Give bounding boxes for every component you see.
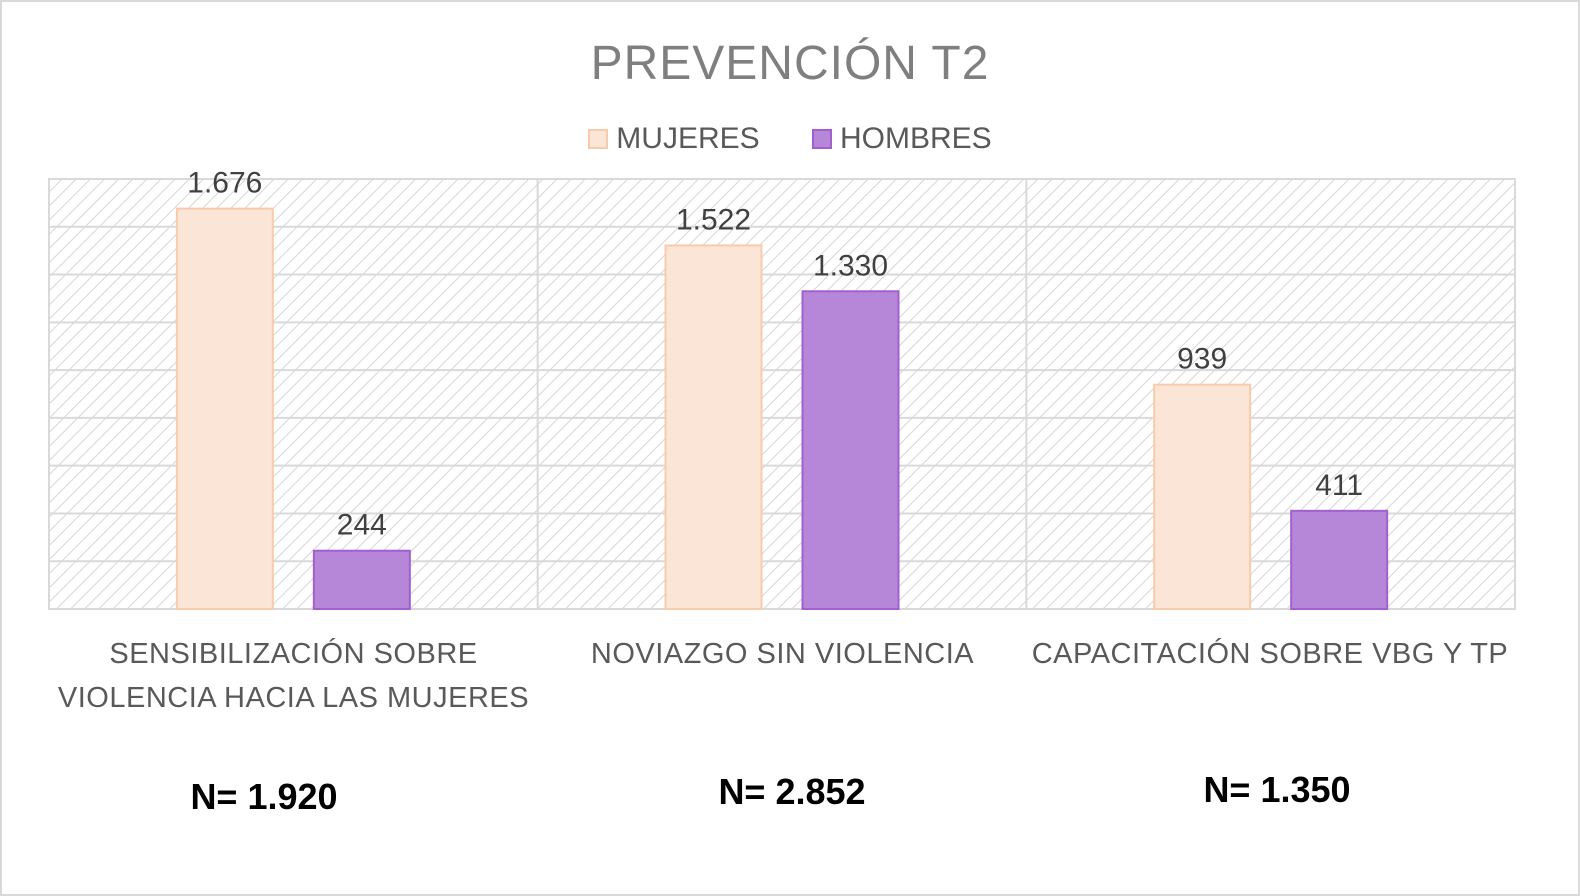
legend-label-hombres: HOMBRES [840, 122, 992, 155]
category-label-line: SENSIBILIZACIÓN SOBRE [109, 638, 478, 670]
total-label-noviazgo: N= 2.852 [718, 771, 866, 812]
category-label-noviazgo: NOVIAZGO SIN VIOLENCIA [538, 632, 1027, 676]
data-label-mujeres-1: 1.522 [676, 203, 751, 236]
category-label-capacitacion: CAPACITACIÓN SOBRE VBG Y TP [1025, 632, 1515, 676]
category-label-sensibilizacion: SENSIBILIZACIÓN SOBRE VIOLENCIA HACIA LA… [49, 632, 538, 720]
plot-area [48, 178, 1516, 610]
data-label-hombres-0: 244 [337, 509, 387, 542]
bar-mujeres-2 [1153, 383, 1252, 610]
data-label-mujeres-2: 939 [1177, 343, 1227, 376]
bar-hombres-0 [312, 549, 411, 611]
legend-label-mujeres: MUJERES [616, 122, 760, 155]
bars [175, 207, 1389, 611]
total-label-sensibilizacion: N= 1.920 [190, 776, 338, 817]
legend-swatch-mujeres [588, 129, 609, 149]
bar-hombres-2 [1290, 509, 1389, 611]
data-label-mujeres-0: 1.676 [187, 167, 262, 200]
legend-swatch-hombres [812, 129, 832, 149]
gridlines [49, 179, 1515, 609]
total-label-capacitacion: N= 1.350 [1203, 769, 1351, 810]
category-label-line: CAPACITACIÓN SOBRE VBG Y TP [1031, 638, 1509, 670]
data-label-hombres-2: 411 [1315, 469, 1363, 502]
category-label-line: NOVIAZGO SIN VIOLENCIA [590, 638, 975, 670]
data-labels: 1.676 244 1.522 1.330 939 411 [187, 167, 1363, 542]
bar-mujeres-0 [175, 207, 274, 610]
bar-mujeres-1 [664, 244, 763, 611]
legend: MUJERES HOMBRES [0, 122, 1580, 157]
legend-item-hombres: HOMBRES [812, 122, 992, 156]
bar-hombres-1 [801, 290, 900, 610]
category-label-line: VIOLENCIA HACIA LAS MUJERES [57, 682, 530, 714]
chart-title: PREVENCIÓN T2 [590, 37, 990, 90]
legend-item-mujeres: MUJERES [588, 122, 760, 156]
data-label-hombres-1: 1.330 [813, 249, 888, 282]
